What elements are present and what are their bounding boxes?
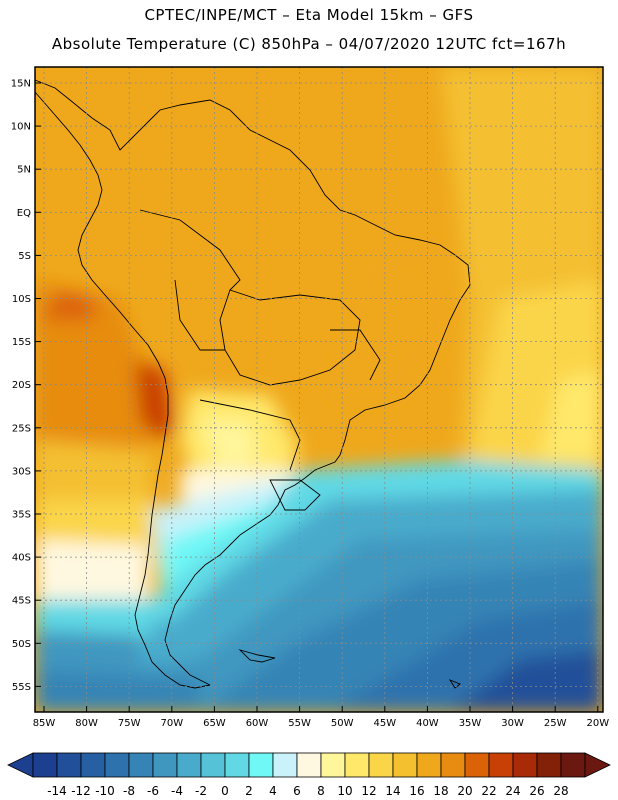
colorbar-label: -6 <box>147 784 159 798</box>
colorbar-label: 4 <box>269 784 277 798</box>
colorbar-swatch <box>296 752 322 778</box>
map-frame <box>34 66 604 713</box>
colorbar-swatch <box>440 752 466 778</box>
colorbar-swatch <box>224 752 250 778</box>
colorbar-label: 26 <box>529 784 544 798</box>
colorbar-label: 10 <box>337 784 352 798</box>
colorbar-swatch <box>32 752 58 778</box>
colorbar-label: 6 <box>293 784 301 798</box>
colorbar-swatch <box>176 752 202 778</box>
lon-label: 55W <box>288 718 311 729</box>
colorbar-label: -2 <box>195 784 207 798</box>
lon-label: 85W <box>33 718 56 729</box>
colorbar-swatch <box>272 752 298 778</box>
colorbar-swatch <box>560 752 586 778</box>
coastlines <box>34 79 471 689</box>
lon-label: 20W <box>586 718 609 729</box>
colorbar-label: 2 <box>245 784 253 798</box>
colorbar-label: -10 <box>95 784 115 798</box>
colorbar-swatch <box>104 752 130 778</box>
longitude-labels: 85W 80W 75W 70W 65W 60W 55W 50W 45W 40W 35W 30W 25W 2… <box>33 706 609 729</box>
colorbar-arrow-high <box>584 752 611 778</box>
colorbar-swatch <box>464 752 490 778</box>
colorbar-label: 14 <box>385 784 400 798</box>
lat-label: 15S <box>12 337 31 348</box>
colorbar-label: 22 <box>481 784 496 798</box>
colorbar-label: 18 <box>433 784 448 798</box>
lat-label: 20S <box>12 380 31 391</box>
colorbar-swatch <box>416 752 442 778</box>
lat-label: 5N <box>17 165 31 176</box>
colorbar-label: 12 <box>361 784 376 798</box>
colorbar-swatch <box>80 752 106 778</box>
colorbar-swatch <box>320 752 346 778</box>
colorbar-swatch <box>368 752 394 778</box>
colorbar-swatch <box>56 752 82 778</box>
map-title: CPTEC/INPE/MCT – Eta Model 15km – GFS <box>144 6 474 24</box>
colorbar-swatch <box>512 752 538 778</box>
colorbar: -14 -12 -10 -8 -6 -4 -2 0 2 4 6 8 10 12 14 16 18 20 22 24 26… <box>7 752 611 798</box>
lat-label: 25S <box>12 423 31 434</box>
lon-label: 60W <box>246 718 269 729</box>
colorbar-swatch <box>344 752 370 778</box>
colorbar-label: -4 <box>171 784 183 798</box>
lon-label: 75W <box>118 718 141 729</box>
lon-label: 40W <box>416 718 439 729</box>
colorbar-swatch <box>488 752 514 778</box>
colorbar-label: 16 <box>409 784 424 798</box>
lat-label: 10N <box>11 122 31 133</box>
colorbar-label: -14 <box>47 784 67 798</box>
lat-label: 35S <box>12 510 31 521</box>
colorbar-label: 24 <box>505 784 520 798</box>
lon-label: 45W <box>373 718 396 729</box>
lon-label: 25W <box>544 718 567 729</box>
colorbar-swatch <box>128 752 154 778</box>
colorbar-swatch <box>200 752 226 778</box>
lon-label: 80W <box>75 718 98 729</box>
colorbar-swatch <box>152 752 178 778</box>
colorbar-label: 0 <box>221 784 229 798</box>
lon-label: 70W <box>160 718 183 729</box>
lat-label: 50S <box>12 639 31 650</box>
lat-label: 45S <box>12 596 31 607</box>
lat-label: 10S <box>12 294 31 305</box>
colorbar-label: -12 <box>71 784 91 798</box>
lat-label: 30S <box>12 466 31 477</box>
latitude-labels: 15N 10N 5N EQ 5S 10S 15S 20S 25S 30S 35S 40S 45S 50S 5… <box>11 79 41 693</box>
lat-label: 5S <box>18 251 31 262</box>
colorbar-arrow-low <box>7 752 34 778</box>
lon-label: 50W <box>331 718 354 729</box>
colorbar-label: 20 <box>457 784 472 798</box>
colorbar-label: 8 <box>317 784 325 798</box>
lon-label: 30W <box>501 718 524 729</box>
lat-label: EQ <box>17 208 31 219</box>
lat-label: 55S <box>12 682 31 693</box>
lon-label: 35W <box>459 718 482 729</box>
temperature-field <box>35 67 603 712</box>
colorbar-label: -8 <box>123 784 135 798</box>
colorbar-swatch <box>536 752 562 778</box>
colorbar-swatch <box>392 752 418 778</box>
colorbar-label: 28 <box>553 784 568 798</box>
lon-label: 65W <box>203 718 226 729</box>
lat-label: 40S <box>12 553 31 564</box>
map-subtitle: Absolute Temperature (C) 850hPa – 04/07/… <box>51 35 567 53</box>
lat-label: 15N <box>11 79 31 90</box>
colorbar-swatch <box>248 752 274 778</box>
